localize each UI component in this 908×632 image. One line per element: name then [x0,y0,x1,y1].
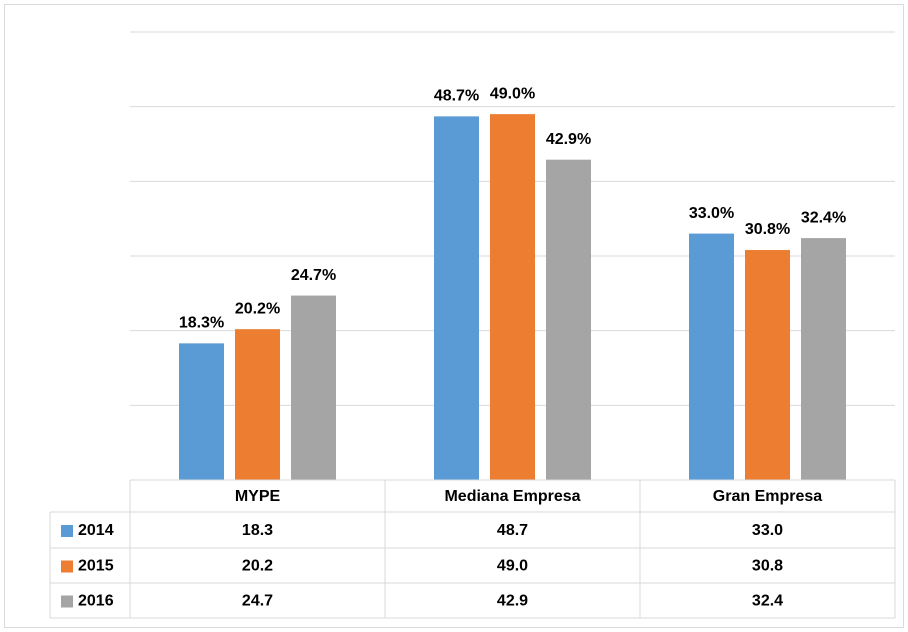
data-label: 48.7% [434,88,479,105]
data-label: 30.8% [745,221,790,238]
table-cell: 18.3 [242,522,273,539]
table-cell: 49.0 [497,558,528,575]
bar [291,295,336,480]
x-tick-label: Gran Empresa [713,488,822,505]
bar [179,343,224,480]
data-label: 33.0% [689,205,734,222]
bar [434,116,479,480]
x-tick-label: MYPE [235,488,281,505]
table-cell: 30.8 [752,558,783,575]
table-cell: 32.4 [752,593,783,610]
data-label: 49.0% [490,85,535,102]
legend-swatch [61,525,73,537]
data-label: 24.7% [291,267,336,284]
legend-swatch [61,595,73,608]
table-cell: 48.7 [497,522,528,539]
table-cell: 42.9 [497,593,528,610]
legend-swatch [61,560,73,573]
bar [745,250,790,480]
bar [546,159,591,480]
data-label: 18.3% [179,315,224,332]
legend-label: 2015 [78,558,114,575]
legend-label: 2014 [78,522,114,539]
bar [801,238,846,480]
bar [235,329,280,480]
data-label: 32.4% [801,209,846,226]
bar [689,233,734,480]
bar [490,114,535,480]
table-cell: 20.2 [242,558,273,575]
table-cell: 33.0 [752,522,783,539]
x-tick-label: Mediana Empresa [444,488,580,505]
table-cell: 24.7 [242,593,273,610]
data-label: 20.2% [235,300,280,317]
legend-label: 2016 [78,593,114,610]
data-label: 42.9% [546,131,591,148]
